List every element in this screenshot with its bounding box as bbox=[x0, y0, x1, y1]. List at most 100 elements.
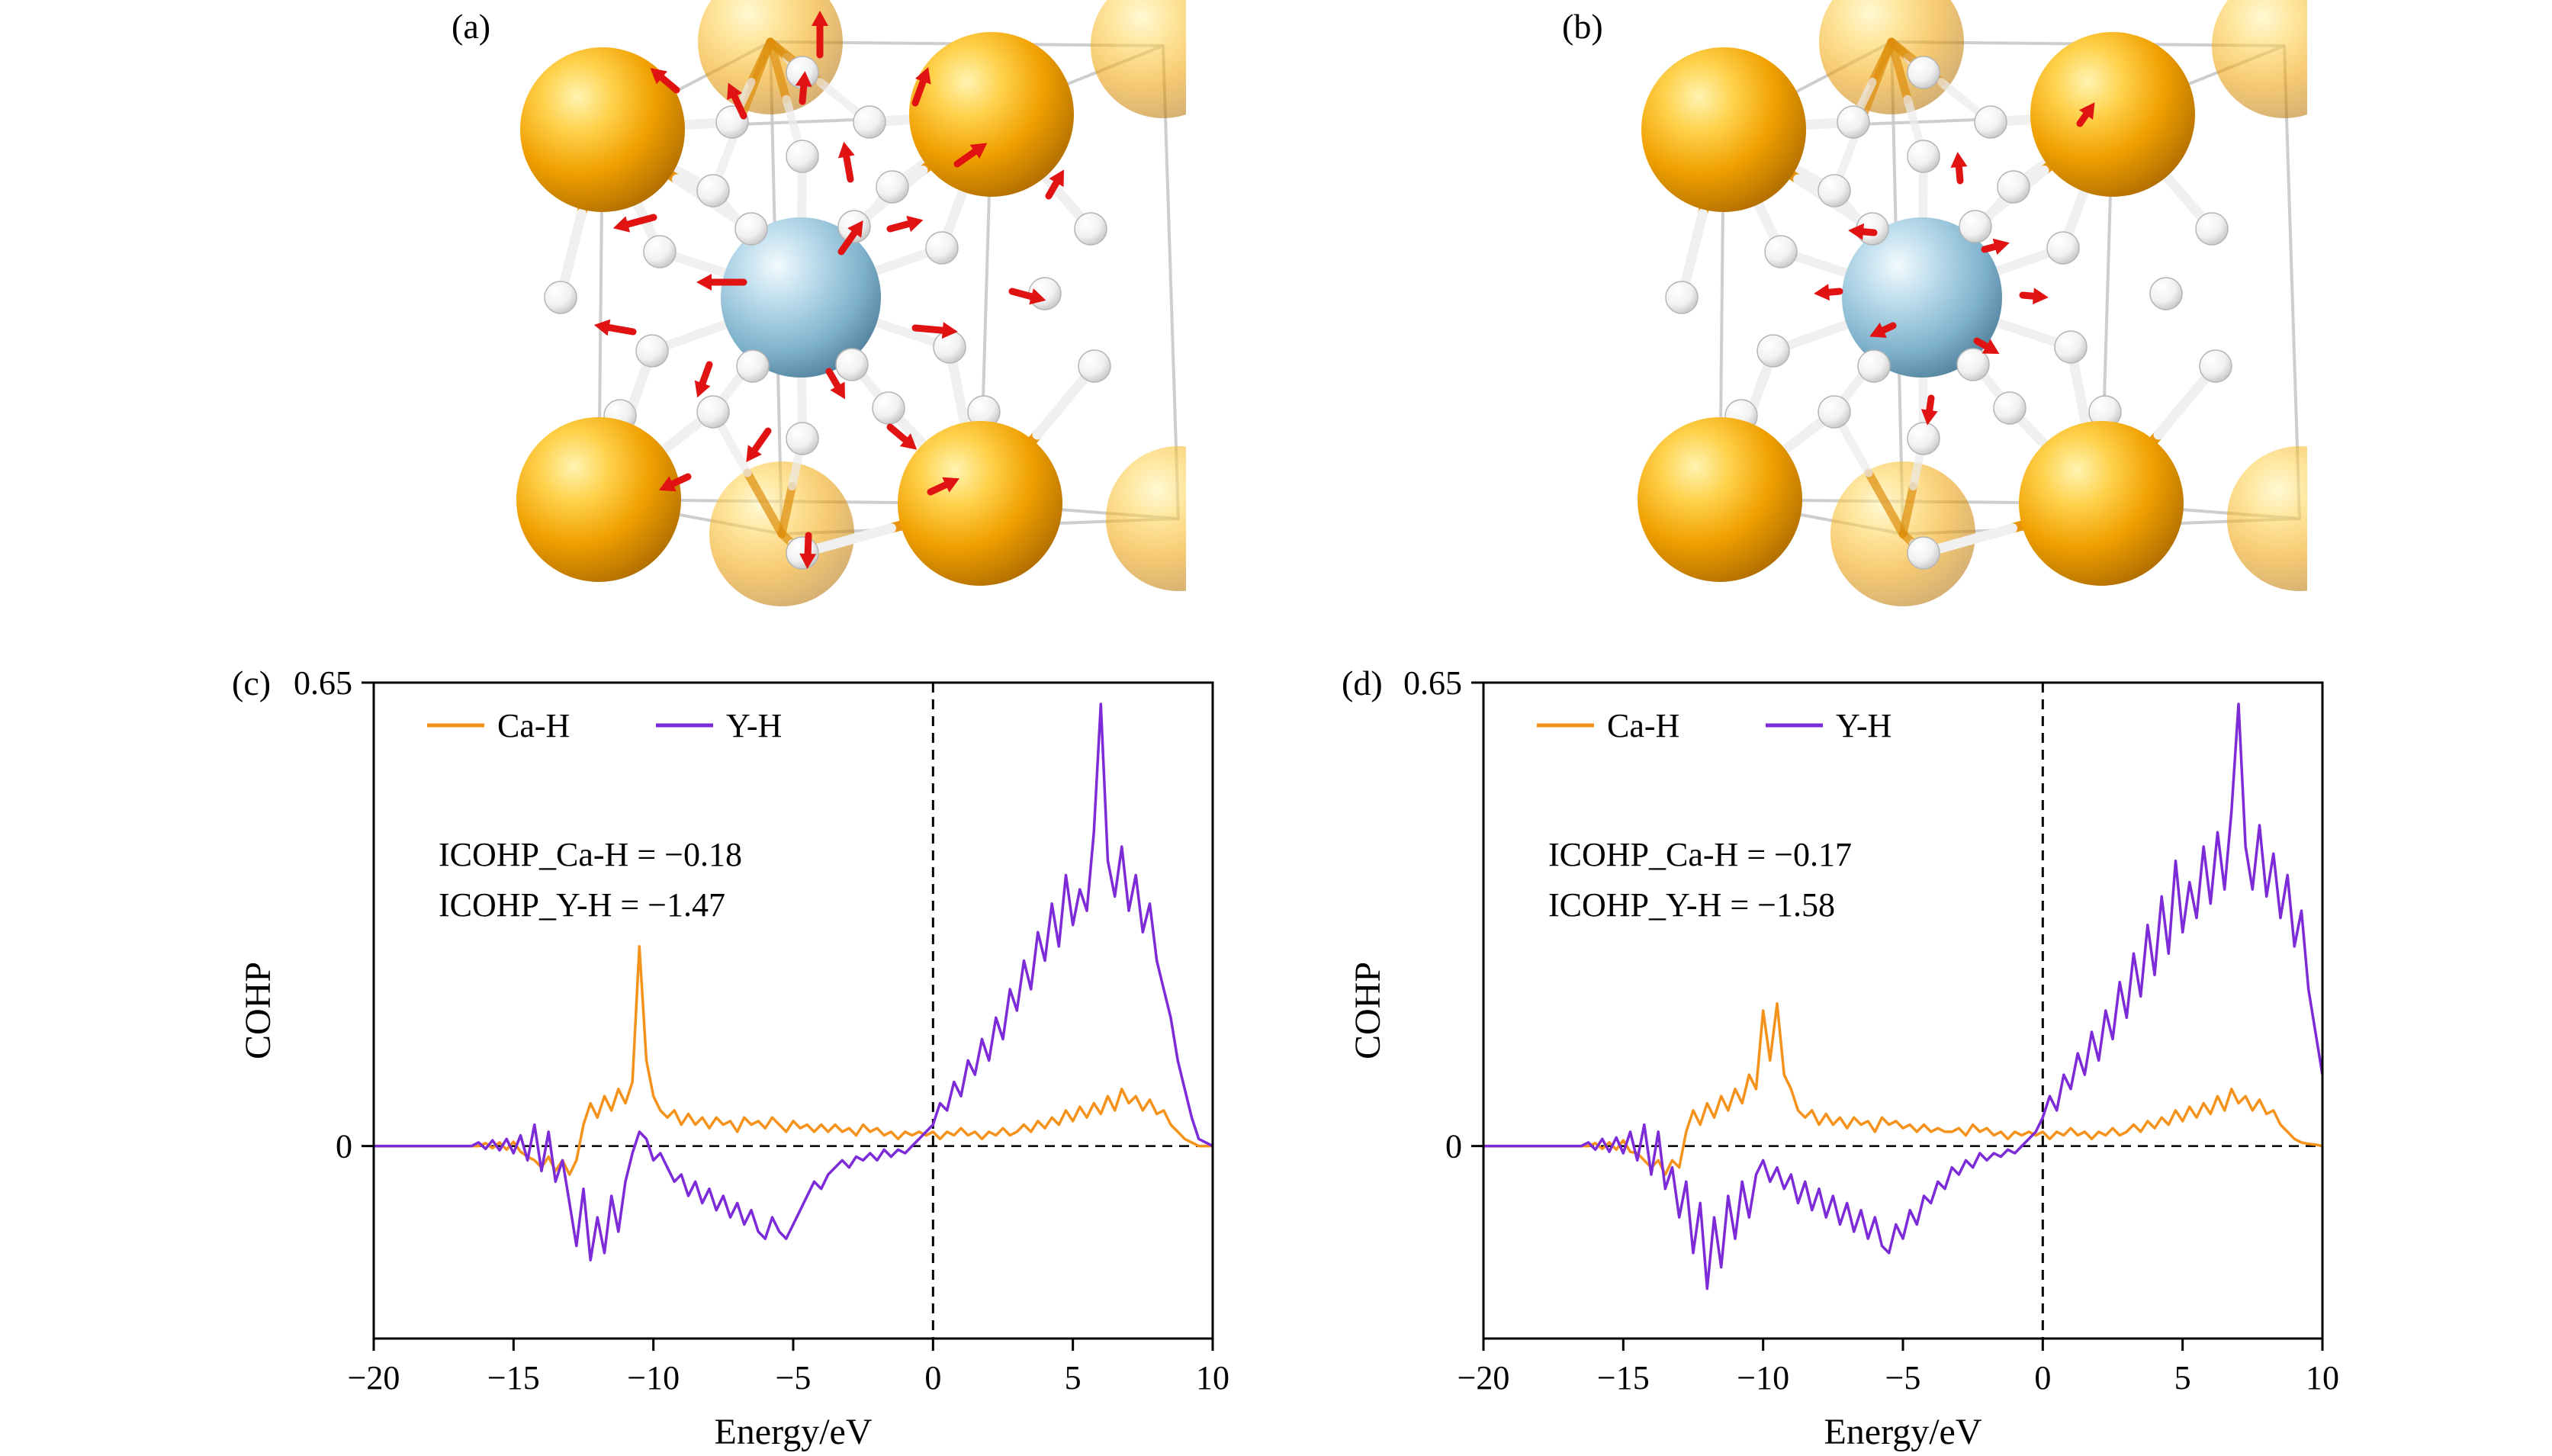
y-tick-label: 0.65 bbox=[1403, 664, 1462, 702]
force-arrow-head bbox=[1029, 288, 1046, 305]
force-arrow-head bbox=[2032, 288, 2049, 305]
h-atom bbox=[1818, 174, 1851, 207]
panel-label: (d) bbox=[1342, 664, 1383, 702]
h-atom bbox=[1764, 235, 1798, 268]
h-atom bbox=[2054, 330, 2088, 364]
force-arrow-head bbox=[899, 433, 918, 450]
ca-atom bbox=[520, 47, 685, 212]
force-arrow bbox=[658, 74, 680, 94]
h-atom bbox=[1078, 349, 1111, 383]
h-atom bbox=[1757, 334, 1790, 368]
force-arrow bbox=[1981, 243, 1999, 253]
bond bbox=[1864, 468, 1908, 538]
h-atom bbox=[853, 105, 886, 139]
force-arrow bbox=[1008, 288, 1035, 301]
h-atom bbox=[1818, 395, 1851, 429]
ca-atom bbox=[898, 421, 1062, 586]
series-line-ca-h bbox=[374, 945, 1213, 1176]
bond bbox=[1887, 37, 1912, 104]
force-arrow-head bbox=[795, 71, 812, 88]
x-tick-label: 5 bbox=[2174, 1359, 2191, 1397]
force-arrow-head bbox=[906, 215, 924, 233]
y-tick-label: 0 bbox=[1445, 1128, 1462, 1165]
bond bbox=[1868, 37, 1896, 86]
force-arrow bbox=[1825, 288, 1843, 296]
legend-label: Ca-H bbox=[497, 707, 570, 744]
y-tick-label: 0 bbox=[336, 1128, 352, 1165]
force-arrow-head bbox=[612, 216, 631, 233]
force-arrow bbox=[886, 423, 909, 444]
force-arrow-head bbox=[694, 380, 711, 398]
ca-atom-back bbox=[1106, 446, 1186, 591]
h-atom bbox=[1074, 212, 1107, 246]
h-atom bbox=[1665, 281, 1699, 314]
force-arrow bbox=[2019, 291, 2037, 300]
h-atom bbox=[696, 395, 730, 429]
x-tick-label: −10 bbox=[1737, 1359, 1789, 1397]
h-atom bbox=[925, 231, 959, 265]
bond bbox=[766, 37, 791, 104]
legend-label: Ca-H bbox=[1607, 707, 1679, 744]
x-tick-label: −10 bbox=[627, 1359, 680, 1397]
x-tick-label: −20 bbox=[1458, 1359, 1510, 1397]
ca-atom bbox=[909, 32, 1074, 197]
plot-frame bbox=[1482, 681, 2324, 1340]
icohp-annotation: ICOHP_Ca-H = −0.18 bbox=[439, 836, 742, 873]
force-arrow-head bbox=[799, 553, 817, 569]
force-arrow-head bbox=[1992, 238, 2010, 256]
x-tick-label: 10 bbox=[1196, 1359, 1229, 1397]
y-tick-label: 0.65 bbox=[294, 664, 352, 702]
h-atom bbox=[2149, 277, 2183, 310]
ca-atom bbox=[516, 417, 681, 582]
x-tick-label: 0 bbox=[924, 1359, 941, 1397]
force-arrow-head bbox=[1848, 223, 1865, 240]
force-arrow bbox=[886, 220, 912, 233]
cohp-chart-c: (c) −20 −15 −10 −5 0 5 10 0 0.65 Energy/eV COHP Ca-H… bbox=[232, 664, 1229, 1452]
h-atom bbox=[786, 140, 819, 173]
force-arrow-head bbox=[847, 220, 863, 238]
h-atom bbox=[872, 391, 905, 425]
y-axis-label: COHP bbox=[1348, 962, 1388, 1059]
crystal-structure-a bbox=[516, 0, 1186, 606]
force-arrow bbox=[837, 229, 858, 256]
h-atom bbox=[1907, 56, 1940, 89]
x-tick-label: −15 bbox=[1597, 1359, 1650, 1397]
h-atom bbox=[786, 422, 819, 455]
ca-atom bbox=[2019, 421, 2184, 586]
icohp-annotation: ICOHP_Ca-H = −0.17 bbox=[1548, 836, 1852, 873]
h-atom bbox=[736, 349, 770, 383]
h-atom bbox=[1997, 170, 2030, 204]
force-arrow-head bbox=[837, 141, 855, 159]
force-arrow bbox=[825, 368, 841, 390]
force-arrow bbox=[1926, 394, 1935, 414]
h-atom bbox=[2199, 349, 2232, 383]
h-atom bbox=[876, 170, 909, 204]
force-arrow bbox=[911, 78, 927, 107]
force-arrow-head bbox=[942, 477, 960, 493]
h-atom bbox=[544, 281, 577, 314]
ca-atom-back bbox=[2227, 446, 2307, 591]
force-arrow bbox=[1955, 163, 1964, 185]
y-atom bbox=[1842, 217, 2002, 378]
h-atom bbox=[2046, 231, 2080, 265]
force-arrow-head bbox=[812, 11, 828, 26]
force-arrow bbox=[1859, 228, 1878, 236]
force-arrow-head bbox=[969, 143, 988, 159]
bond bbox=[743, 468, 786, 538]
ca-atom-back bbox=[1091, 0, 1186, 118]
ca-atom bbox=[1641, 47, 1806, 212]
bond bbox=[777, 482, 796, 538]
x-tick-label: 5 bbox=[1065, 1359, 1082, 1397]
force-arrow bbox=[927, 481, 950, 496]
plot-frame bbox=[372, 681, 1214, 1340]
force-arrow-head bbox=[1049, 169, 1064, 188]
h-atom bbox=[1907, 140, 1940, 173]
ca-atom bbox=[1638, 417, 1802, 582]
force-arrow bbox=[751, 427, 772, 454]
h-atom bbox=[1974, 105, 2007, 139]
panel-label-a: (a) bbox=[452, 7, 491, 46]
panel-label-b: (b) bbox=[1562, 7, 1603, 46]
h-atom bbox=[1907, 422, 1940, 455]
force-arrow-head bbox=[1869, 322, 1887, 338]
h-atom bbox=[1907, 536, 1940, 570]
